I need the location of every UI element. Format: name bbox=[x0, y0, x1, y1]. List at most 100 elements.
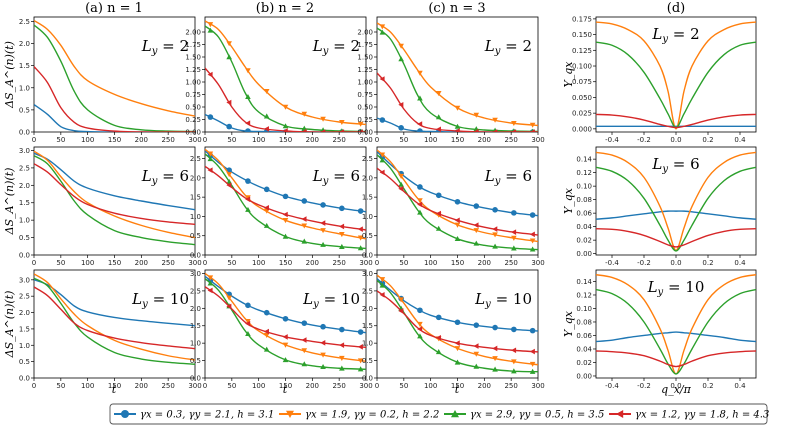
data-point-blue bbox=[226, 123, 232, 130]
x-tick-label: 100 bbox=[424, 136, 437, 144]
data-point-green bbox=[339, 243, 345, 249]
y-tick-label: 0.12 bbox=[576, 169, 592, 177]
data-point-orange bbox=[454, 346, 461, 352]
x-tick-label: 0.2 bbox=[702, 259, 713, 267]
data-point-green bbox=[282, 123, 289, 129]
y-tick-label: 0.10 bbox=[576, 305, 592, 313]
panel-a-Ly6: 0 50 100 150 200 250 3000.00.51.01.52.02.53.0L… bbox=[19, 146, 202, 267]
y-tick-label: 1.0 bbox=[190, 213, 201, 221]
data-point-red bbox=[282, 211, 288, 218]
data-point-orange bbox=[339, 120, 345, 126]
series-group bbox=[377, 274, 538, 374]
data-point-red bbox=[301, 216, 307, 222]
series-line-red bbox=[596, 350, 756, 368]
data-point-green bbox=[435, 114, 442, 120]
series-line-green bbox=[377, 279, 538, 373]
y-tick-label: 0.00 bbox=[185, 129, 201, 137]
data-point-red bbox=[454, 128, 460, 132]
x-tick-label: 250 bbox=[161, 259, 174, 267]
x-tick-label: 100 bbox=[252, 259, 265, 267]
series-line-blue bbox=[34, 152, 195, 211]
x-tick-label: 200 bbox=[478, 136, 491, 144]
data-point-blue bbox=[245, 178, 251, 184]
data-point-orange bbox=[282, 342, 289, 348]
data-point-orange bbox=[473, 351, 480, 357]
y-tick-label: 1.5 bbox=[362, 322, 373, 330]
x-tick-label: 0.2 bbox=[702, 382, 713, 390]
y-tick-label: 0.02 bbox=[576, 359, 592, 367]
x-tick-label: 200 bbox=[478, 382, 491, 390]
data-point-green bbox=[473, 363, 480, 369]
data-point-blue bbox=[357, 329, 364, 335]
data-point-green bbox=[263, 222, 270, 228]
y-tick-label: 0.5 bbox=[19, 234, 30, 242]
x-tick-label: 250 bbox=[504, 136, 517, 144]
y-tick-label: 0.25 bbox=[185, 116, 201, 124]
legend-label: γx = 2.9, γy = 0.5, h = 3.5 bbox=[470, 410, 604, 421]
axes-frame bbox=[204, 16, 367, 133]
data-point-green bbox=[320, 241, 326, 247]
x-axis-label-momentum: q_x/π bbox=[661, 383, 691, 396]
x-tick-label: 0 bbox=[203, 382, 207, 390]
data-point-blue bbox=[282, 193, 289, 200]
data-point-red bbox=[379, 76, 385, 82]
y-tick-label: 2.5 bbox=[362, 287, 373, 295]
y-tick-label: 1.25 bbox=[185, 66, 201, 74]
data-point-blue bbox=[320, 323, 326, 330]
x-tick-label: 250 bbox=[332, 259, 345, 267]
y-tick-label: 0.00 bbox=[576, 372, 592, 380]
legend-marker bbox=[451, 410, 459, 418]
legend-marker bbox=[616, 410, 624, 418]
data-point-green bbox=[263, 113, 270, 119]
data-point-red bbox=[245, 196, 251, 203]
x-tick-label: 100 bbox=[252, 382, 265, 390]
data-point-blue bbox=[379, 117, 386, 123]
axes-frame bbox=[33, 146, 196, 256]
x-tick-label: 50 bbox=[399, 259, 408, 267]
x-tick-label: 50 bbox=[56, 259, 65, 267]
x-tick-label: 200 bbox=[135, 259, 148, 267]
data-point-blue bbox=[473, 322, 480, 328]
data-point-red bbox=[435, 334, 441, 341]
data-point-red bbox=[207, 287, 213, 294]
y-tick-label: 0.100 bbox=[572, 63, 592, 71]
data-point-blue bbox=[357, 208, 364, 214]
data-point-orange bbox=[339, 355, 345, 361]
x-tick-label: 0 bbox=[375, 259, 379, 267]
data-point-orange bbox=[339, 232, 345, 238]
data-point-blue bbox=[492, 324, 498, 331]
x-tick-label: 0 bbox=[32, 136, 36, 144]
data-point-red bbox=[263, 126, 269, 132]
series-group bbox=[34, 19, 195, 132]
y-tick-label: 0.25 bbox=[357, 116, 373, 124]
x-tick-label: 100 bbox=[81, 259, 94, 267]
y-axis-label-upsilon: Υ_qx bbox=[562, 61, 575, 88]
x-tick-label: 0.0 bbox=[670, 259, 681, 267]
legend-frame bbox=[109, 403, 768, 425]
legend-marker bbox=[286, 410, 294, 418]
data-point-red bbox=[435, 210, 441, 217]
data-point-red bbox=[473, 128, 479, 132]
data-point-red bbox=[398, 308, 404, 314]
y-tick-label: 0.12 bbox=[576, 291, 592, 299]
x-tick-label: 150 bbox=[451, 136, 464, 144]
y-tick-label: 2.5 bbox=[362, 155, 373, 163]
y-tick-label: 0.10 bbox=[576, 183, 592, 191]
data-point-orange bbox=[301, 348, 308, 354]
data-point-green bbox=[282, 357, 289, 363]
data-point-green bbox=[379, 157, 386, 163]
data-point-red bbox=[320, 340, 326, 346]
legend-marker bbox=[121, 410, 129, 418]
data-point-red bbox=[473, 222, 479, 228]
x-tick-label: 0.2 bbox=[702, 136, 713, 144]
data-point-orange bbox=[492, 356, 498, 362]
data-point-orange bbox=[301, 223, 308, 229]
y-tick-label: 2.0 bbox=[190, 305, 201, 313]
y-tick-label: 2.0 bbox=[19, 182, 30, 190]
data-point-blue bbox=[417, 128, 423, 132]
data-point-red bbox=[245, 120, 251, 126]
y-tick-label: 2.00 bbox=[185, 29, 201, 37]
data-point-red bbox=[263, 204, 269, 211]
x-tick-label: 150 bbox=[451, 382, 464, 390]
